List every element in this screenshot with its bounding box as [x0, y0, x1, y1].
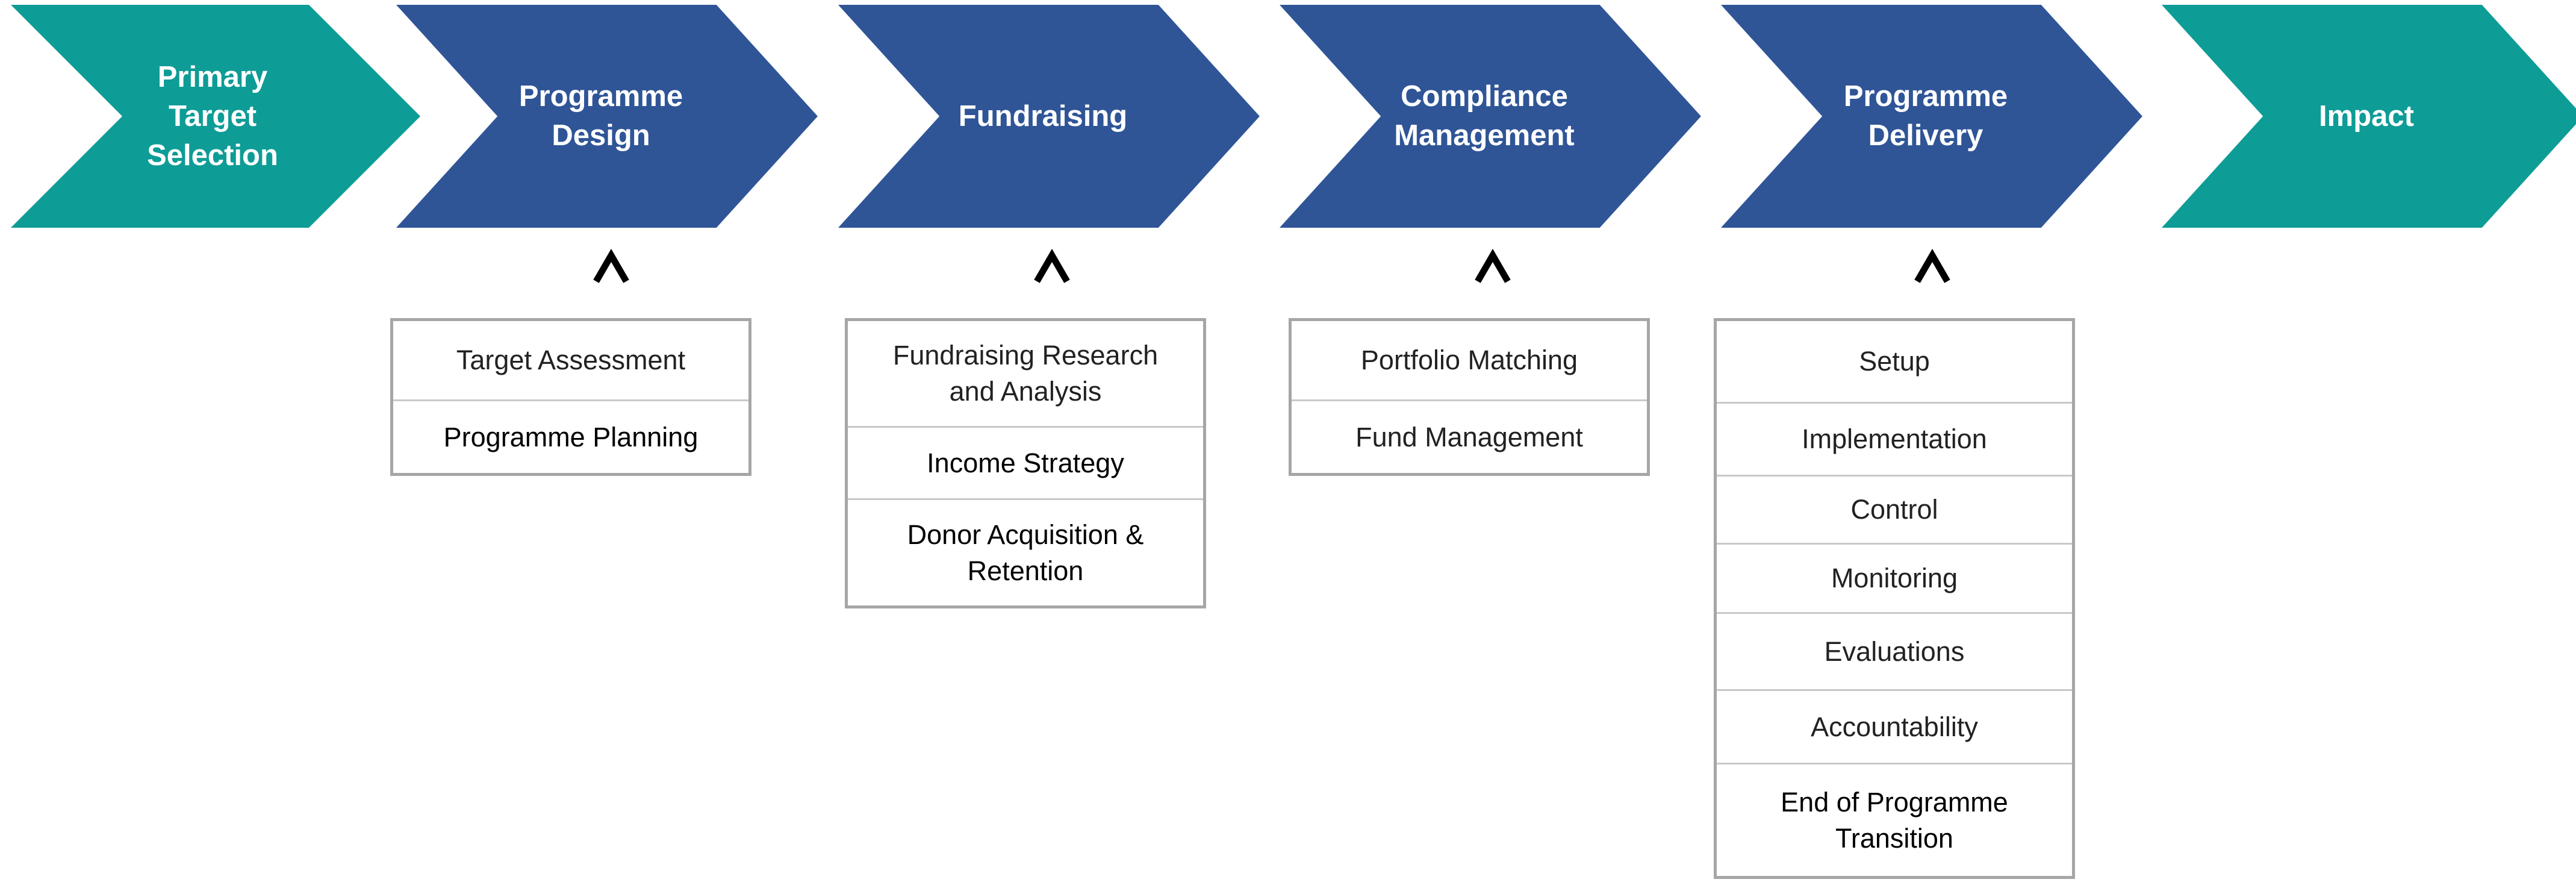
chevron-shape — [11, 5, 420, 228]
stage-programme-design: Programme Design — [396, 5, 818, 228]
stage-label: Programme Delivery — [1843, 80, 2008, 152]
compliance-management-activities: Portfolio Matching Fund Management — [1289, 318, 1650, 476]
list-item: Target Assessment — [456, 345, 686, 375]
list-item: Fund Management — [1292, 399, 1647, 473]
programme-delivery-activities: Setup Implementation Control Monitoring … — [1714, 318, 2075, 879]
caret-up-icon — [1472, 248, 1514, 284]
list-item: Fundraising Research and Analysis — [892, 340, 1159, 407]
list-item: Control — [1717, 475, 2072, 543]
list-item: Evaluations — [1717, 612, 2072, 689]
stage-label: Compliance Management — [1394, 80, 1575, 152]
programme-design-activities: Target Assessment Programme Planning — [390, 318, 751, 476]
chevron-shape — [2162, 5, 2576, 228]
chevron-shape — [396, 5, 818, 228]
list-item: End of Programme Transition — [1717, 763, 2072, 876]
chevron-shape — [838, 5, 1260, 228]
stage-programme-delivery: Programme Delivery — [1721, 5, 2142, 228]
list-item: Portfolio Matching — [1360, 345, 1578, 375]
stage-compliance-management: Compliance Management — [1280, 5, 1701, 228]
list-item: Programme Planning — [393, 399, 748, 473]
chevron-shape — [1280, 5, 1701, 228]
list-item: Implementation — [1717, 402, 2072, 475]
fundraising-activities: Fundraising Research and Analysis Income… — [845, 318, 1206, 608]
stage-impact: Impact — [2162, 5, 2576, 228]
caret-up-icon — [590, 248, 632, 284]
chevron-shape — [1721, 5, 2142, 228]
stage-label: Primary Target Selection — [147, 60, 278, 172]
stage-label: Programme Design — [518, 80, 683, 152]
stage-label: Fundraising — [958, 99, 1128, 133]
stage-primary-target-selection: Primary Target Selection — [11, 5, 432, 228]
caret-up-icon — [1911, 248, 1953, 284]
caret-up-icon — [1031, 248, 1073, 284]
list-item: Setup — [1859, 346, 1930, 377]
list-item: Monitoring — [1717, 543, 2072, 612]
list-item: Donor Acquisition & Retention — [848, 498, 1203, 605]
list-item: Accountability — [1717, 689, 2072, 763]
list-item: Income Strategy — [848, 426, 1203, 498]
stage-label: Impact — [2319, 99, 2414, 133]
stage-fundraising: Fundraising — [838, 5, 1260, 228]
